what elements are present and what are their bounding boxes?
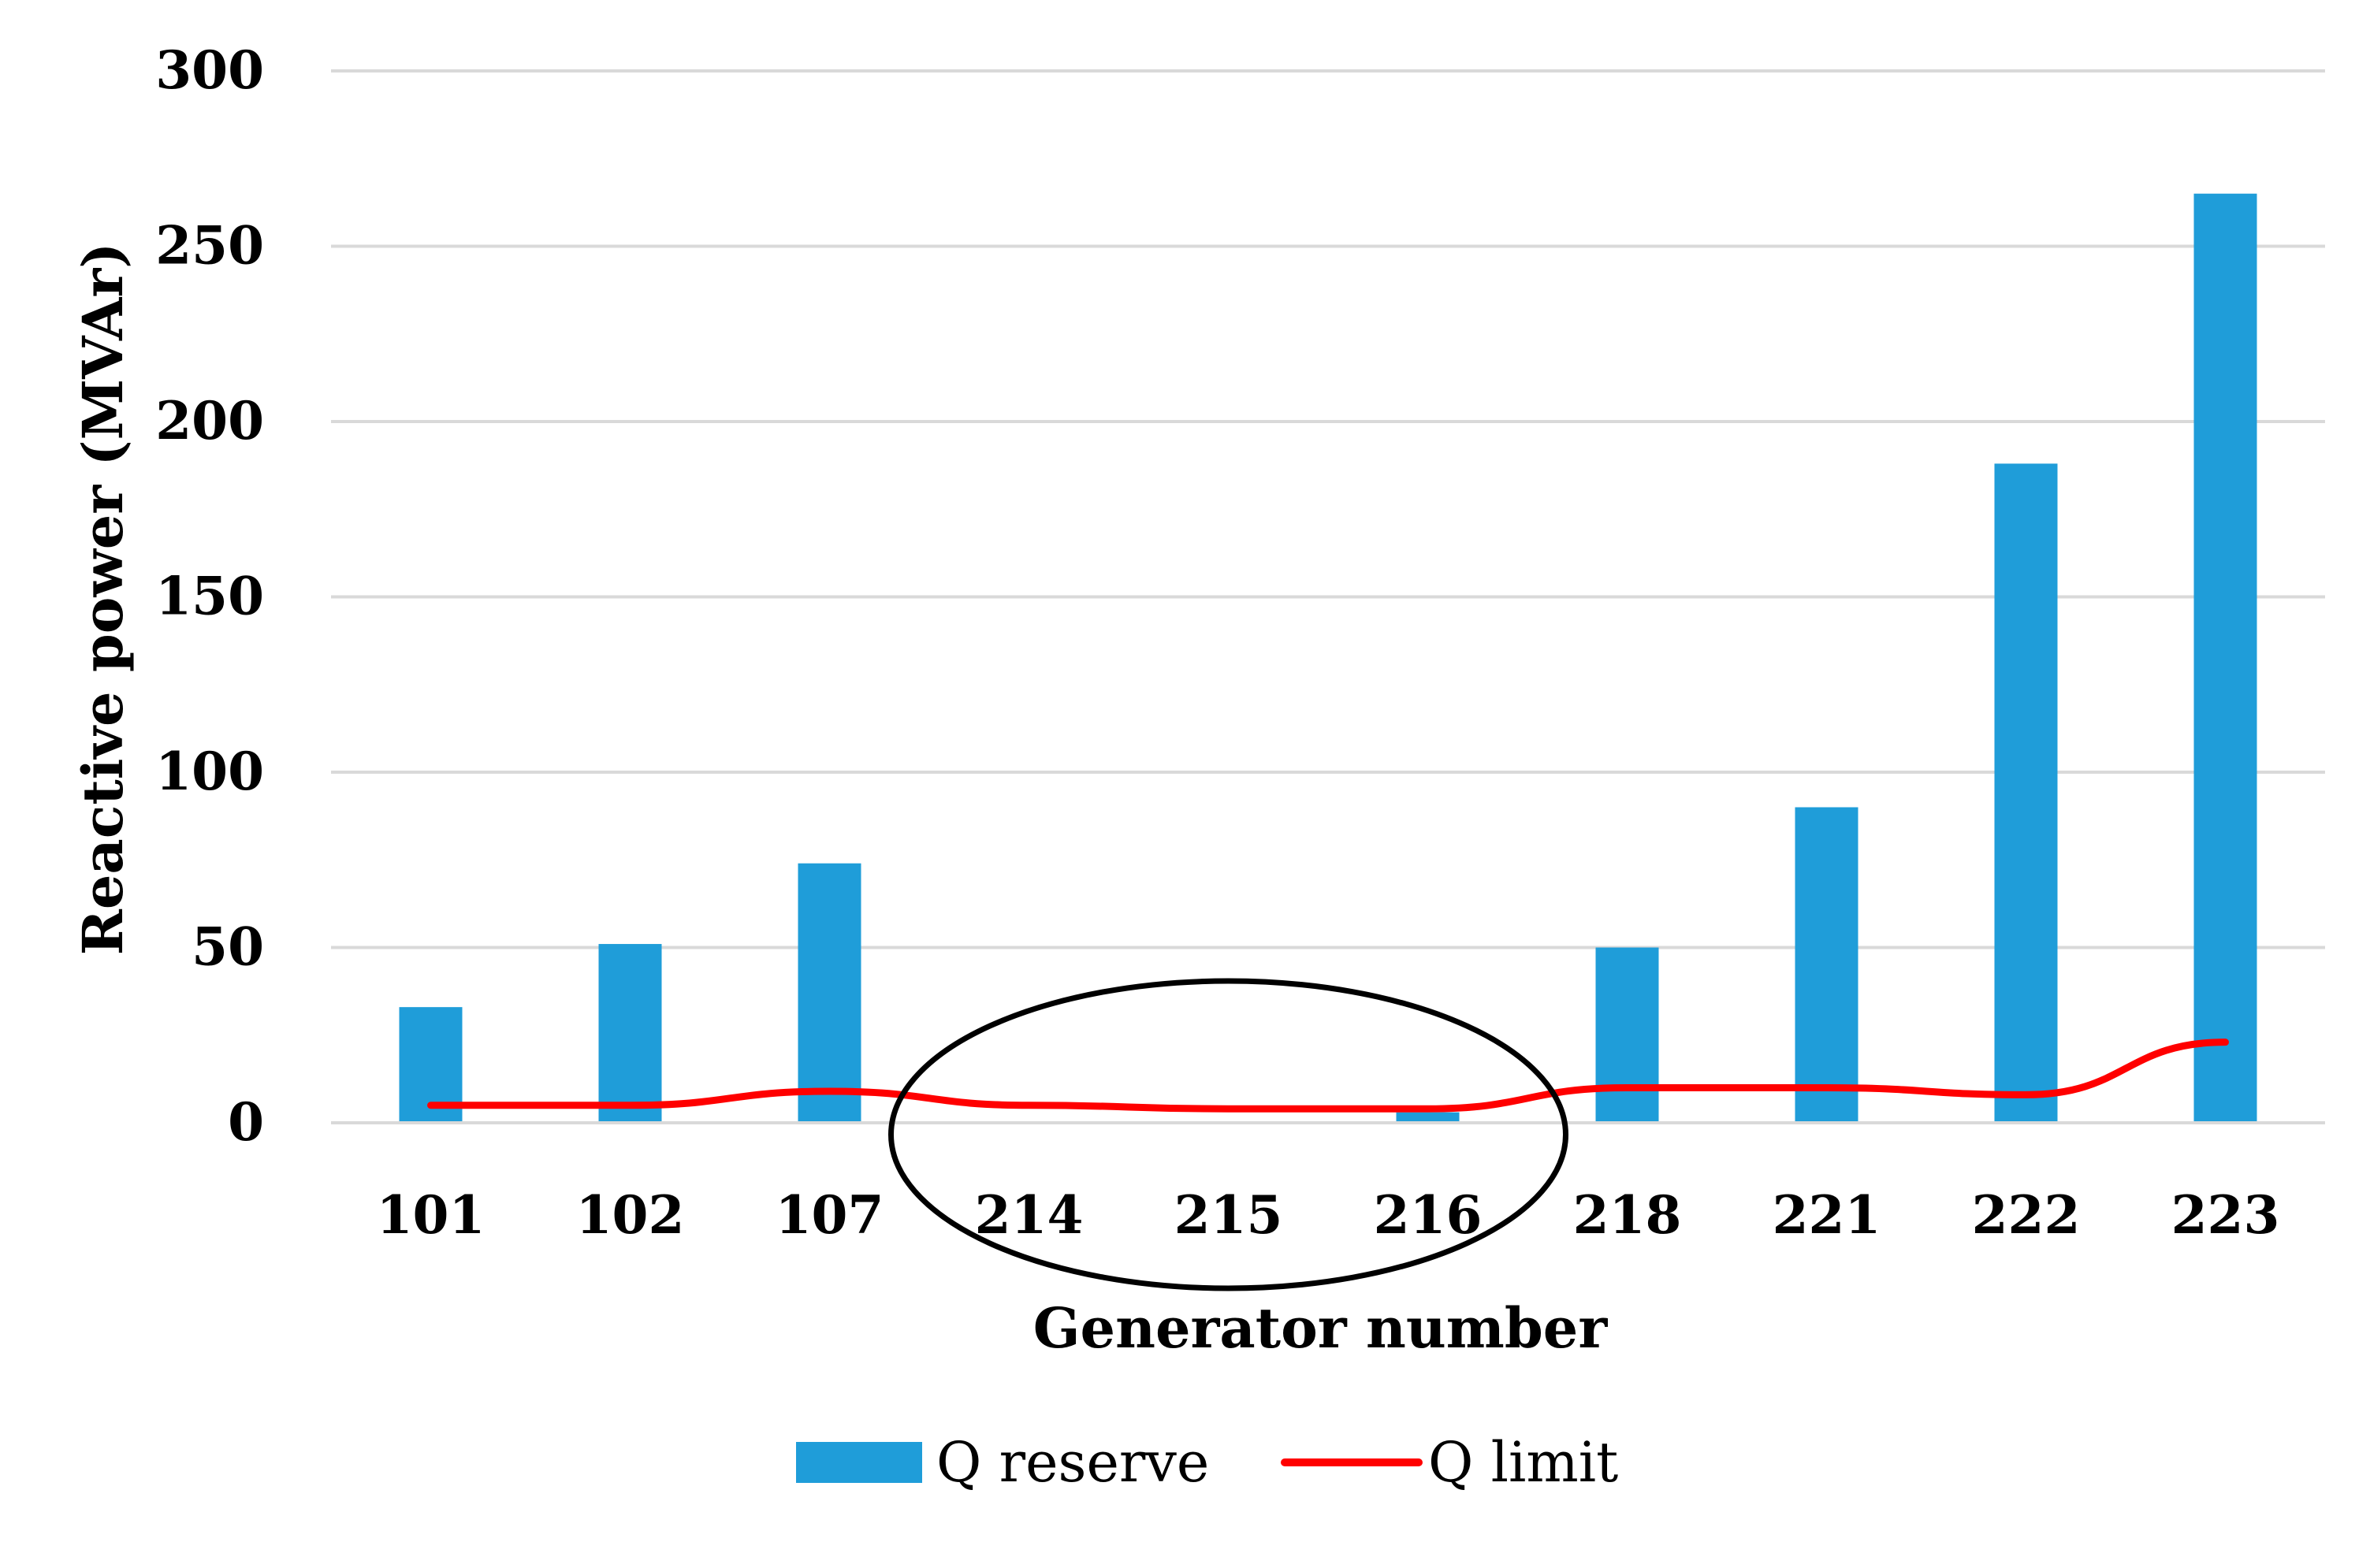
y-tick-label-250: 250: [155, 215, 264, 277]
gridlines: [331, 69, 2325, 949]
legend: Q reserve Q limit: [796, 1430, 1618, 1495]
y-tick-label-300: 300: [155, 39, 264, 101]
y-tick-label-150: 150: [155, 566, 264, 627]
bar-102: [598, 944, 662, 1123]
x-axis-tick-labels: 101 102 107 214 215 216 218 221 222 223: [377, 1184, 2280, 1246]
bar-107: [798, 863, 861, 1123]
y-axis-title: Reactive power (MVAr): [70, 243, 136, 956]
y-tick-label-0: 0: [228, 1091, 264, 1153]
y-tick-label-200: 200: [155, 390, 264, 451]
bar-222: [1994, 463, 2058, 1123]
x-tick-label-107: 107: [776, 1184, 884, 1246]
legend-label-q-reserve: Q reserve: [936, 1430, 1209, 1495]
bar-216: [1396, 1112, 1460, 1123]
bar-223: [2193, 193, 2257, 1123]
x-tick-label-102: 102: [576, 1184, 685, 1246]
x-tick-label-214: 214: [975, 1184, 1084, 1246]
x-tick-label-216: 216: [1374, 1184, 1483, 1246]
bar-series: [399, 193, 2257, 1123]
x-tick-label-215: 215: [1174, 1184, 1283, 1246]
y-tick-label-100: 100: [155, 741, 264, 802]
x-tick-label-221: 221: [1773, 1184, 1881, 1246]
x-tick-label-218: 218: [1573, 1184, 1682, 1246]
x-axis-title: Generator number: [1033, 1295, 1609, 1361]
q-limit-line: [427, 1039, 2229, 1113]
y-axis-tick-labels: 0 50 100 150 200 250 300: [155, 39, 264, 1153]
legend-swatch-q-reserve: [796, 1442, 922, 1483]
highlight-ellipse: [888, 978, 1568, 1291]
x-tick-label-101: 101: [377, 1184, 486, 1246]
x-tick-label-223: 223: [2171, 1184, 2280, 1246]
y-tick-label-50: 50: [192, 916, 264, 978]
bar-221: [1795, 807, 1858, 1123]
legend-label-q-limit: Q limit: [1428, 1430, 1618, 1495]
x-tick-label-222: 222: [1972, 1184, 2081, 1246]
bar-218: [1595, 947, 1659, 1123]
